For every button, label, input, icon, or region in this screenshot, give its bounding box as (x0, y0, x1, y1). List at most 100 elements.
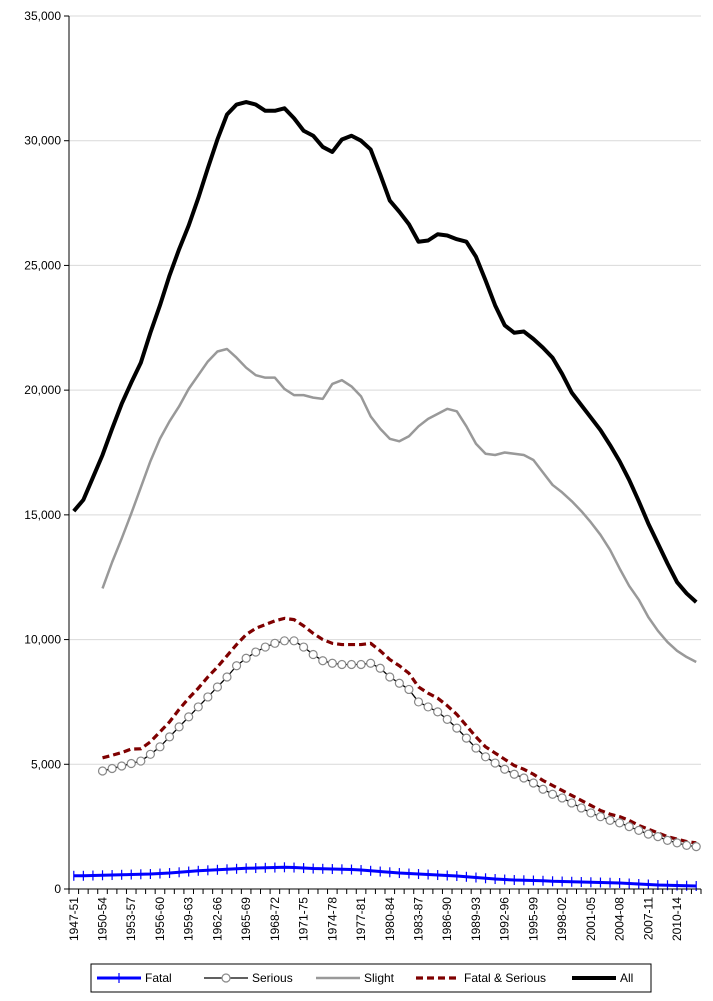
legend-label: Fatal & Serious (464, 971, 546, 985)
x-tick-label: 2007-11 (641, 897, 655, 940)
data-point (461, 733, 471, 743)
x-tick-label: 1953-57 (124, 897, 138, 941)
data-point (662, 835, 673, 845)
data-point (107, 763, 117, 774)
data-point (299, 642, 309, 652)
data-point (547, 789, 558, 799)
data-point (184, 712, 194, 722)
x-tick-label: 1989-93 (469, 897, 483, 941)
data-point (672, 838, 682, 848)
x-tick-label: 1974-78 (325, 897, 339, 941)
x-tick-label: 1947-51 (67, 897, 81, 941)
data-point (576, 803, 586, 813)
x-tick-label: 1950-54 (96, 897, 110, 941)
series-line (102, 640, 697, 848)
grid-lines (69, 15, 701, 765)
data-point (452, 723, 462, 733)
data-point (241, 653, 251, 663)
legend-box (90, 963, 652, 993)
data-point (490, 758, 500, 768)
x-tick-label: 1977-81 (354, 897, 368, 941)
data-point (682, 840, 692, 850)
data-point (164, 732, 175, 742)
data-point (509, 769, 519, 779)
data-point (289, 636, 299, 646)
x-tick-label: 1962-66 (210, 897, 224, 941)
y-tick-label: 25,000 (24, 258, 61, 272)
y-axis: 0 5,000 10,000 15,000 20,000 25,000 30,000 35,0… (24, 9, 69, 896)
data-point (270, 638, 280, 648)
data-point (442, 714, 452, 724)
data-point (567, 798, 577, 808)
x-axis: 1947-51 1950-54 1953-57 1956-60 1959-63 1962-… (67, 889, 702, 941)
legend-item: Slight (316, 971, 395, 985)
data-point (538, 784, 548, 794)
data-point (193, 702, 203, 712)
data-point (480, 752, 491, 762)
legend-item: Fatal (97, 971, 172, 985)
data-point (528, 778, 539, 788)
x-tick-label: 2001-05 (584, 897, 598, 941)
data-point (605, 815, 615, 826)
series-layer (72, 100, 701, 892)
data-point (136, 756, 146, 766)
data-point (375, 663, 385, 673)
legend-item: Serious (204, 971, 293, 985)
legend-item: All (572, 971, 633, 985)
legend-label: All (620, 971, 633, 985)
series-line (72, 100, 698, 604)
data-point (423, 702, 433, 712)
legend-label: Serious (252, 971, 293, 985)
x-tick-label: 1965-69 (239, 897, 253, 941)
data-point (251, 647, 261, 657)
series-fatal (73, 862, 697, 892)
data-point (615, 818, 625, 828)
data-point (624, 822, 634, 832)
legend: Fatal Serious Slight Fatal & Serious All (90, 963, 652, 993)
x-tick-label: 1968-72 (268, 897, 282, 941)
data-point (117, 761, 127, 771)
data-point (203, 692, 213, 702)
data-point (145, 749, 155, 759)
x-tick-label: 1992-96 (498, 897, 512, 941)
x-tick-label: 1998-02 (555, 897, 569, 941)
legend-label: Fatal (145, 971, 172, 985)
y-tick-label: 15,000 (24, 508, 61, 522)
data-point (471, 743, 481, 753)
x-tick-label: 2004-08 (613, 897, 627, 941)
y-tick-label: 5,000 (31, 757, 61, 771)
data-point (366, 658, 376, 668)
legend-marker (221, 973, 231, 983)
y-tick-label: 0 (54, 882, 61, 896)
series-serious (97, 636, 701, 852)
data-point (260, 642, 270, 652)
data-point (231, 661, 242, 671)
data-point (653, 832, 663, 842)
series-line (73, 865, 697, 888)
x-tick-label: 1971-75 (297, 897, 311, 941)
data-point (500, 764, 510, 774)
legend-label: Slight (364, 971, 395, 985)
data-point (97, 766, 108, 776)
data-point (433, 707, 443, 717)
data-point (155, 742, 165, 752)
y-tick-label: 30,000 (24, 134, 61, 148)
data-point (222, 672, 232, 682)
data-point (385, 672, 395, 682)
data-point (346, 659, 357, 670)
x-tick-label: 1956-60 (153, 897, 167, 941)
data-point (394, 678, 404, 688)
data-point (279, 636, 290, 646)
x-tick-label: 1986-90 (440, 897, 454, 941)
data-point (413, 697, 424, 707)
x-tick-label: 1980-84 (383, 897, 397, 941)
data-point (308, 649, 318, 660)
data-point (643, 829, 653, 839)
y-tick-label: 20,000 (24, 383, 61, 397)
data-point (212, 682, 223, 692)
series-fatal-serious (102, 616, 697, 845)
series-line (101, 347, 697, 664)
data-point (174, 722, 184, 732)
legend-item: Fatal & Serious (416, 971, 546, 985)
